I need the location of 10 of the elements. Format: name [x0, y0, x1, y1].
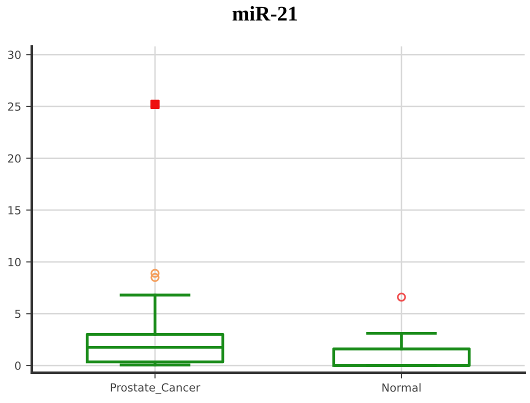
y-tick-label: 15 — [8, 206, 20, 214]
x-tick-label: Normal — [382, 383, 421, 392]
y-tick-label: 5 — [15, 310, 20, 318]
chart-title: miR-21 — [232, 6, 297, 20]
y-tick-label: 0 — [15, 361, 21, 370]
y-tick-label: 10 — [8, 258, 21, 266]
y-tick-label: 20 — [8, 154, 21, 163]
x-tick-label: Prostate_Cancer — [110, 383, 200, 394]
y-tick-label: 25 — [8, 102, 20, 111]
y-tick-label: 30 — [8, 50, 21, 60]
